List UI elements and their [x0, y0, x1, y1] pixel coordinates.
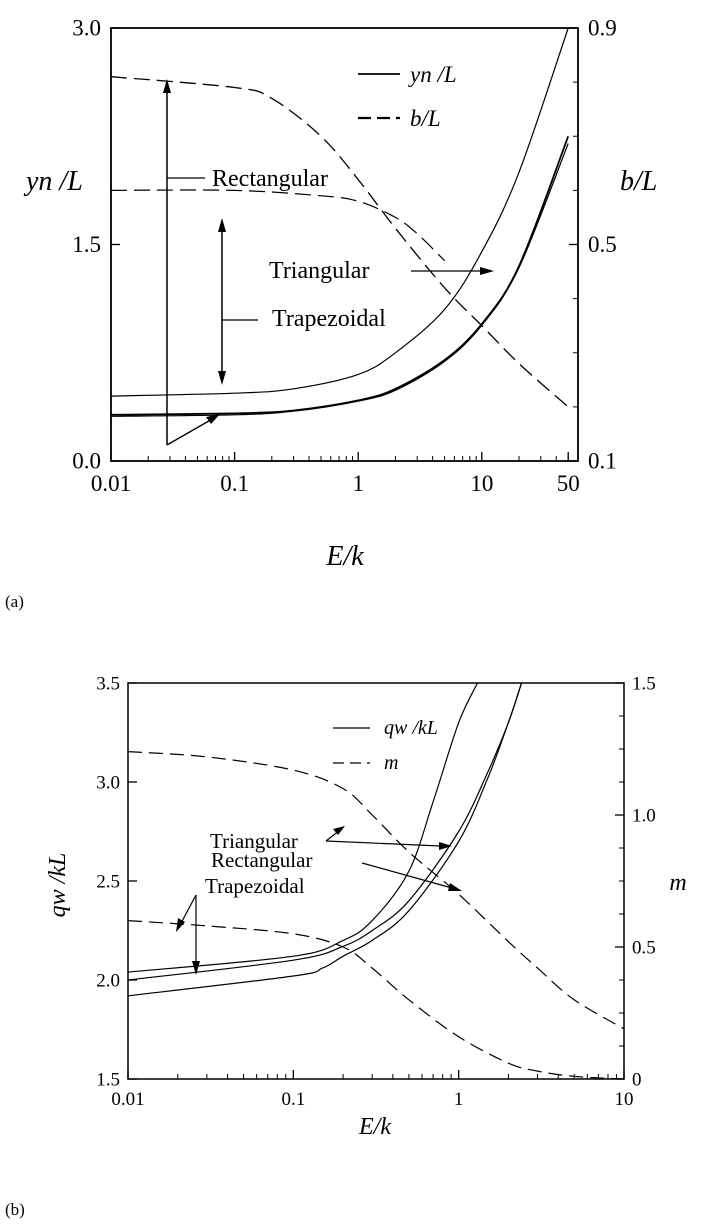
- triangular-arrowhead-b2: [439, 842, 452, 850]
- annotation-triangular-a: Triangular: [269, 258, 369, 284]
- y-left-tick-label-a: 1.5: [72, 232, 101, 257]
- trapezoidal-arrowhead-b2: [192, 961, 200, 975]
- chart-a-frame: [110, 27, 579, 462]
- chart-b-annotations: [176, 826, 462, 975]
- chart-a-text: yn /L b/L Rectangular Trapezoidal Triang…: [23, 62, 657, 572]
- chart-b-series: [127, 682, 625, 1080]
- y-left-tick-label-a: 0.0: [72, 449, 101, 474]
- annotation-rectangular-b: Rectangular: [211, 848, 312, 872]
- triangular-arrowhead-b1: [333, 826, 345, 835]
- x-tick-label-b: 10: [615, 1089, 634, 1110]
- y-right-tick-label-a: 0.9: [588, 16, 617, 41]
- annotation-rectangular-a: Rectangular: [212, 166, 328, 192]
- x-tick-label-a: 0.1: [220, 471, 249, 496]
- annotation-triangular-b: Triangular: [210, 829, 298, 853]
- series-line-b-2: [127, 682, 523, 997]
- legend-b-solid-label: qw /kL: [384, 717, 438, 739]
- trapezoidal-arrowhead-top-a: [218, 218, 226, 232]
- y-right-tick-label-b: 1.5: [632, 673, 656, 694]
- y-right-tick-label-a: 0.5: [588, 232, 617, 257]
- y-left-tick-label-b: 2.5: [96, 871, 120, 892]
- y-right-tick-label-b: 0.5: [632, 937, 656, 958]
- trapezoidal-arrowhead-bottom-a: [218, 371, 226, 385]
- x-tick-label-a: 0.01: [91, 471, 131, 496]
- diagonal-arrow-a: [166, 417, 215, 446]
- legend-b-dashed-label: m: [384, 752, 398, 774]
- y-right-tick-label-b: 1.0: [632, 805, 656, 826]
- series-line-a-1: [110, 135, 570, 416]
- y-left-label-b: qw /kL: [45, 853, 71, 918]
- x-tick-label-b: 0.1: [281, 1089, 305, 1110]
- x-label-b: E/k: [358, 1114, 391, 1140]
- y-right-tick-label-a: 0.1: [588, 449, 617, 474]
- panel-label-b: (b): [5, 1200, 25, 1219]
- chart-a-ticks: 0.01 0.1 1 10 50 0.0 1.5 3.0 0.1 0.5 0.9: [72, 16, 617, 496]
- x-tick-label-b: 1: [454, 1089, 464, 1110]
- y-left-tick-label-b: 3.0: [96, 772, 120, 793]
- chart-a: 0.01 0.1 1 10 50 0.0 1.5 3.0 0.1 0.5 0.9: [72, 16, 617, 496]
- chart-b-frame: [127, 682, 625, 1080]
- y-left-tick-label-b: 3.5: [96, 673, 120, 694]
- series-line-a-2: [110, 143, 569, 417]
- trapezoidal-leader-b1: [179, 894, 197, 926]
- series-line-b-4: [127, 920, 625, 1080]
- triangular-leader-b2: [325, 840, 441, 847]
- chart-a-annotations: [163, 79, 494, 446]
- chart-b-legend: [333, 727, 370, 764]
- chart-a-legend: [358, 73, 400, 120]
- y-left-tick-label-b: 2.0: [96, 970, 120, 991]
- rectangular-arrowhead-a: [163, 79, 171, 93]
- legend-a-dashed-label: b/L: [410, 106, 441, 131]
- diagonal-arrowhead-a: [206, 414, 220, 424]
- rectangular-leader-b: [361, 862, 453, 889]
- chart-b-text: qw /kL m Triangular Rectangular Trapezoi…: [45, 717, 687, 1140]
- series-line-b-1: [127, 682, 523, 981]
- y-left-label-a: yn /L: [23, 166, 83, 197]
- annotation-trapezoidal-a: Trapezoidal: [272, 306, 386, 332]
- series-line-a-3: [110, 76, 569, 408]
- series-line-a-4: [110, 189, 446, 262]
- series-line-a-0: [110, 27, 569, 397]
- series-line-b-3: [127, 751, 625, 1030]
- annotation-trapezoidal-b: Trapezoidal: [205, 874, 305, 898]
- y-right-label-b: m: [669, 870, 686, 896]
- chart-b-ticks: 0.01 0.1 1 10 1.5 2.0 2.5 3.0 3.5 0 0.5 1.0 1.5: [96, 673, 656, 1110]
- y-right-label-a: b/L: [620, 166, 657, 197]
- y-right-tick-label-b: 0: [632, 1069, 642, 1090]
- series-line-b-0: [127, 682, 479, 973]
- x-tick-label-a: 1: [352, 471, 364, 496]
- x-tick-label-a: 50: [557, 471, 580, 496]
- y-left-tick-label-a: 3.0: [72, 16, 101, 41]
- chart-b: 0.01 0.1 1 10 1.5 2.0 2.5 3.0 3.5 0 0.5 1.0 1.5: [96, 673, 656, 1110]
- trapezoidal-arrowhead-b1: [176, 918, 185, 932]
- chart-a-series: [110, 27, 570, 417]
- y-left-tick-label-b: 1.5: [96, 1069, 120, 1090]
- legend-a-solid-label: yn /L: [408, 62, 457, 87]
- x-label-a: E/k: [325, 541, 364, 572]
- panel-label-a: (a): [5, 592, 24, 611]
- x-tick-label-a: 10: [470, 471, 493, 496]
- triangular-arrowhead-a: [480, 267, 494, 275]
- x-tick-label-b: 0.01: [111, 1089, 144, 1110]
- rectangular-arrowhead-b: [448, 883, 462, 891]
